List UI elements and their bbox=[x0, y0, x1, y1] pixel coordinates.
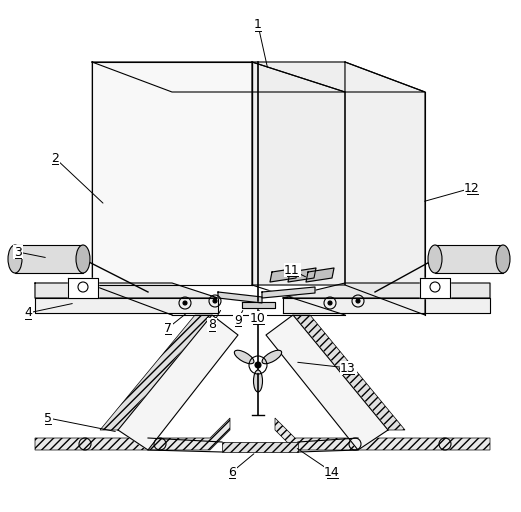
Circle shape bbox=[255, 362, 261, 368]
Ellipse shape bbox=[76, 245, 90, 273]
Text: 2: 2 bbox=[51, 152, 59, 164]
Polygon shape bbox=[92, 62, 425, 92]
Circle shape bbox=[213, 299, 217, 303]
Ellipse shape bbox=[262, 350, 282, 364]
Polygon shape bbox=[270, 268, 298, 282]
Text: 9: 9 bbox=[234, 313, 242, 327]
Polygon shape bbox=[35, 298, 218, 313]
Text: 13: 13 bbox=[340, 361, 356, 374]
Ellipse shape bbox=[234, 350, 254, 364]
Polygon shape bbox=[420, 278, 450, 298]
Text: 4: 4 bbox=[24, 307, 32, 319]
Ellipse shape bbox=[428, 245, 442, 273]
Polygon shape bbox=[242, 302, 275, 308]
Polygon shape bbox=[345, 62, 425, 315]
Text: 1: 1 bbox=[254, 18, 262, 32]
Polygon shape bbox=[68, 278, 98, 298]
Polygon shape bbox=[252, 62, 345, 285]
Polygon shape bbox=[275, 418, 490, 450]
Text: 5: 5 bbox=[44, 412, 52, 424]
Bar bbox=[15, 245, 83, 273]
Bar bbox=[435, 245, 503, 273]
Ellipse shape bbox=[496, 245, 510, 273]
Polygon shape bbox=[262, 287, 315, 298]
Polygon shape bbox=[35, 283, 218, 298]
Circle shape bbox=[356, 299, 360, 303]
Text: 14: 14 bbox=[324, 465, 340, 479]
Ellipse shape bbox=[254, 370, 263, 392]
Polygon shape bbox=[92, 62, 172, 315]
Polygon shape bbox=[92, 62, 252, 285]
Circle shape bbox=[183, 301, 187, 305]
Text: 11: 11 bbox=[284, 264, 300, 276]
Polygon shape bbox=[283, 298, 490, 313]
Polygon shape bbox=[288, 268, 316, 282]
Text: 12: 12 bbox=[464, 181, 480, 195]
Polygon shape bbox=[266, 315, 388, 450]
Text: 6: 6 bbox=[228, 465, 236, 479]
Polygon shape bbox=[222, 442, 298, 452]
Polygon shape bbox=[283, 283, 490, 298]
Polygon shape bbox=[218, 292, 262, 303]
Circle shape bbox=[328, 301, 332, 305]
Text: 7: 7 bbox=[164, 322, 172, 334]
Polygon shape bbox=[35, 418, 230, 450]
Polygon shape bbox=[118, 315, 238, 450]
Polygon shape bbox=[293, 315, 405, 430]
Text: 3: 3 bbox=[14, 245, 22, 259]
Polygon shape bbox=[345, 62, 425, 315]
Text: 8: 8 bbox=[208, 318, 216, 331]
Polygon shape bbox=[100, 315, 212, 430]
Ellipse shape bbox=[8, 245, 22, 273]
Polygon shape bbox=[306, 268, 334, 282]
Text: 10: 10 bbox=[250, 311, 266, 325]
